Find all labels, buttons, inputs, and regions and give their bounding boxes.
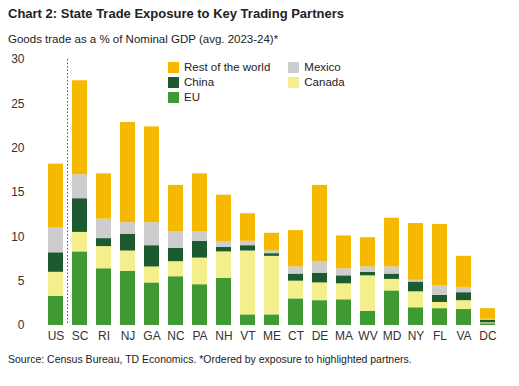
svg-text:PA: PA	[192, 329, 207, 343]
html-text:Canada: Canada	[304, 76, 345, 88]
html-text:Mexico: Mexico	[304, 61, 341, 73]
svg-text:MA: MA	[335, 329, 353, 343]
svg-text:10: 10	[11, 230, 25, 244]
svg-text:DE: DE	[312, 329, 329, 343]
svg-text:NY: NY	[408, 329, 425, 343]
svg-text:25: 25	[11, 97, 25, 111]
html-text:Source: Census Bureau, TD Econ: Source: Census Bureau, TD Economics. *Or…	[8, 353, 412, 365]
svg-text:SC: SC	[72, 329, 89, 343]
svg-text:NC: NC	[167, 329, 185, 343]
svg-text:US: US	[48, 329, 65, 343]
html-text:China: China	[184, 76, 215, 88]
svg-text:VA: VA	[456, 329, 471, 343]
svg-text:20: 20	[11, 141, 25, 155]
svg-text:DC: DC	[479, 329, 497, 343]
svg-text:15: 15	[11, 185, 25, 199]
svg-text:WV: WV	[358, 329, 377, 343]
svg-text:NH: NH	[215, 329, 232, 343]
html-text:Chart 2: State Trade Exposure: Chart 2: State Trade Exposure to Key Tra…	[8, 6, 344, 21]
svg-text:RI: RI	[98, 329, 110, 343]
svg-text:MD: MD	[383, 329, 402, 343]
svg-text:GA: GA	[143, 329, 160, 343]
svg-text:CT: CT	[288, 329, 305, 343]
svg-text:ME: ME	[263, 329, 281, 343]
svg-text:VT: VT	[240, 329, 256, 343]
svg-text:0: 0	[18, 318, 25, 332]
svg-text:5: 5	[18, 274, 25, 288]
html-text:Goods trade as a % of Nominal: Goods trade as a % of Nominal GDP (avg. …	[8, 33, 279, 45]
svg-text:FL: FL	[433, 329, 447, 343]
html-text:Rest of the world: Rest of the world	[184, 61, 271, 73]
svg-text:30: 30	[11, 52, 25, 66]
svg-text:NJ: NJ	[121, 329, 136, 343]
html-text:EU: EU	[184, 91, 200, 103]
